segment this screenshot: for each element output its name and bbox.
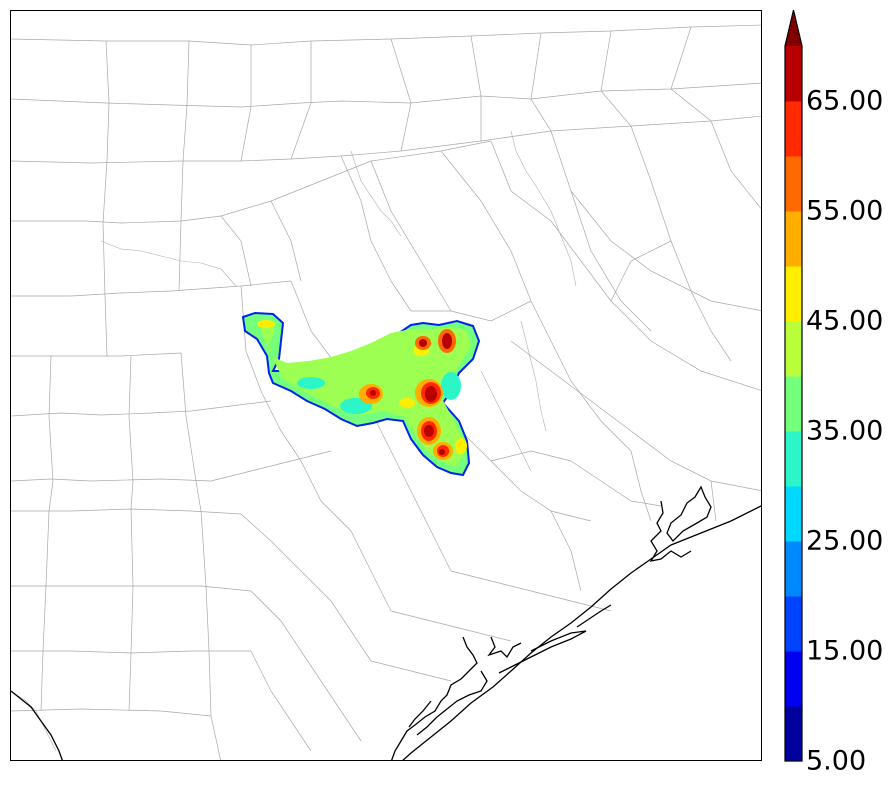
colorbar-segment: [785, 211, 802, 267]
tick-label-65: 65.00: [806, 85, 884, 117]
colorbar-segment: [785, 321, 802, 377]
colorbar-segment: [785, 651, 802, 707]
tick-label-45: 45.00: [806, 305, 884, 337]
colorbar-segment: [785, 486, 802, 542]
tick-label-55: 55.00: [806, 195, 884, 227]
precip-field: [241, 311, 481, 477]
colorbar-extend-arrow: [785, 10, 802, 46]
tick-label-25: 25.00: [806, 525, 884, 557]
colorbar-segment: [785, 376, 802, 432]
colorbar: [784, 10, 803, 762]
colorbar-outline: [784, 10, 803, 762]
tick-label-35: 35.00: [806, 415, 884, 447]
colorbar-segment: [785, 46, 802, 102]
map-panel: [10, 10, 762, 761]
coastline: [11, 485, 761, 760]
precip-patch-cyan-3: [441, 372, 461, 400]
colorbar-segment: [785, 706, 802, 762]
precip-patch-yellow-1: [257, 320, 275, 328]
county-boundaries: [11, 24, 761, 760]
colorbar-segment: [785, 156, 802, 212]
colorbar-segment: [785, 266, 802, 322]
colorbar-segment: [785, 101, 802, 157]
colorbar-segment: [785, 431, 802, 487]
colorbar-segment: [785, 596, 802, 652]
tick-label-15: 15.00: [806, 635, 884, 667]
colorbar-segment: [785, 541, 802, 597]
tick-label-5: 5.00: [806, 745, 867, 777]
county-map: [11, 24, 761, 760]
precip-patch-cyan-2: [297, 377, 325, 389]
rivers: [11, 130, 577, 752]
